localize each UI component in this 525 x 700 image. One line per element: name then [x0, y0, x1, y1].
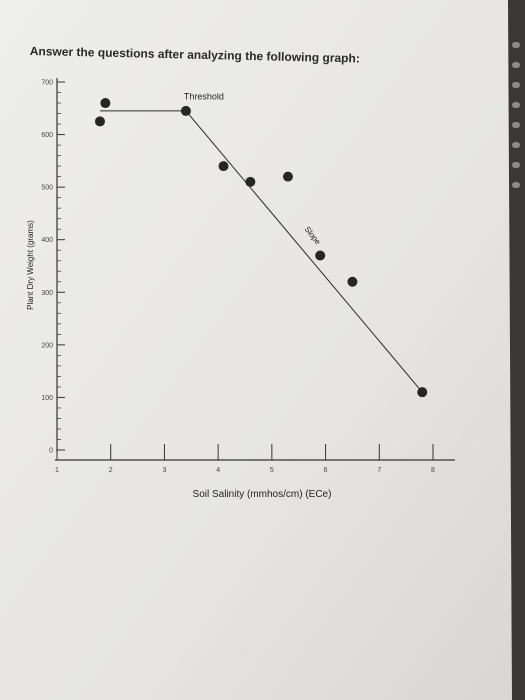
binding-rings	[512, 42, 520, 188]
y-axis-title: Plant Dry Weight (grams)	[26, 220, 35, 310]
data-point	[417, 387, 428, 398]
slope-label: Slope	[303, 225, 323, 247]
x-axis-title: Soil Salinity (mmhos/cm) (ECe)	[193, 489, 332, 500]
y-tick-label: 100	[41, 395, 53, 402]
data-point	[245, 176, 256, 187]
y-tick-label: 0	[49, 448, 53, 455]
threshold-label: Threshold	[184, 91, 224, 101]
data-point	[282, 171, 293, 182]
y-tick-label: 200	[41, 342, 53, 349]
data-point	[94, 116, 105, 127]
y-tick-label: 300	[41, 290, 53, 297]
x-tick-label: 2	[109, 467, 113, 474]
y-tick-label: 600	[41, 132, 53, 139]
fit-line-group	[99, 110, 423, 393]
x-tick-label: 7	[377, 467, 381, 474]
x-tick-label: 8	[431, 467, 435, 474]
data-point	[315, 250, 326, 261]
y-tick-label: 700	[41, 80, 53, 87]
y-tick-label: 500	[41, 185, 53, 192]
x-tick-label: 3	[162, 467, 166, 474]
x-tick-label: 4	[216, 467, 220, 474]
data-point	[218, 161, 229, 172]
data-points	[94, 98, 428, 398]
data-point	[100, 98, 111, 109]
y-tick-label: 400	[41, 237, 53, 244]
fit-line	[99, 110, 423, 393]
chart-axes: 0 100 200 300 400 500 600 700 1 2 3 4 5 6 7 8 Soil Salin…	[26, 78, 455, 500]
x-tick-label: 5	[270, 467, 274, 474]
x-tick-label: 6	[324, 467, 328, 474]
x-tick-label: 1	[55, 467, 59, 474]
annotations: Threshold Slope	[184, 91, 323, 247]
data-point	[347, 276, 358, 287]
data-point	[180, 105, 191, 116]
